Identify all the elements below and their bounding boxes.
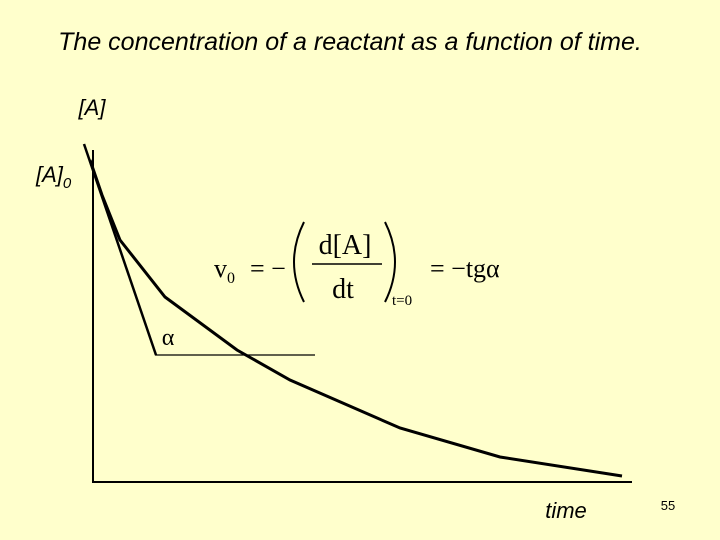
initial-label: [A]0 — [35, 162, 72, 192]
diagram-lines — [82, 143, 632, 483]
concentration-curve — [88, 159, 623, 478]
initial-label-subscript: 0 — [63, 175, 72, 192]
angle-label: α — [162, 325, 175, 351]
formula: v0 = − d[A] dt t=0 = −tgα — [214, 221, 500, 309]
formula-denominator: dt — [332, 274, 354, 305]
formula-condition: t=0 — [392, 293, 412, 309]
formula-lhs: v0 — [214, 254, 235, 287]
right-paren — [384, 221, 396, 303]
page-number: 55 — [661, 498, 675, 513]
initial-label-text: [A] — [35, 162, 64, 187]
formula-v: v — [214, 254, 227, 283]
left-paren — [293, 221, 305, 303]
y-axis-label: [A] — [78, 95, 107, 120]
formula-rhs: = −tgα — [430, 254, 500, 283]
formula-numerator: d[A] — [319, 230, 372, 261]
formula-equals-minus: = − — [250, 254, 286, 283]
x-axis-label: time — [545, 498, 587, 523]
formula-v-subscript: 0 — [227, 270, 235, 287]
title: The concentration of a reactant as a fun… — [58, 28, 642, 56]
